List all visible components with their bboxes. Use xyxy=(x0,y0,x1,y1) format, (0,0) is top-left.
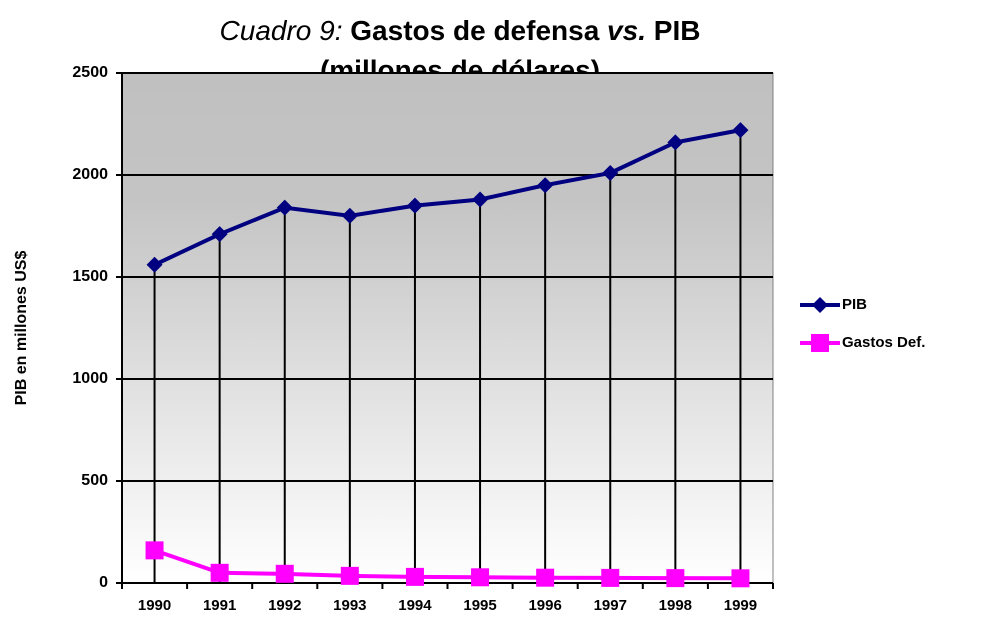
plot-area xyxy=(121,72,774,584)
y-tick-label: 500 xyxy=(81,472,108,489)
x-tick-label: 1995 xyxy=(463,597,496,614)
marker xyxy=(210,563,229,582)
marker xyxy=(731,569,750,588)
y-tick-label: 1500 xyxy=(72,268,108,285)
marker xyxy=(811,334,829,352)
marker xyxy=(340,566,359,585)
marker xyxy=(471,568,490,587)
marker xyxy=(211,226,228,243)
title-part: Gastos de defensa xyxy=(350,15,599,46)
y-tick-label: 0 xyxy=(99,574,108,591)
marker xyxy=(276,199,293,216)
marker xyxy=(812,297,828,313)
x-tick-label: 1996 xyxy=(528,597,561,614)
title-part: PIB xyxy=(654,15,701,46)
plot-layer: 0 500 1000 1500 2000 2500 1990 1991 1992 1993 1994… xyxy=(72,64,925,614)
marker xyxy=(406,197,423,214)
marker xyxy=(405,567,424,586)
x-tick-label: 1991 xyxy=(203,597,236,614)
x-tick-label: 1993 xyxy=(333,597,366,614)
marker xyxy=(275,564,294,583)
title-part: vs. xyxy=(607,15,646,46)
x-tick-label: 1992 xyxy=(268,597,301,614)
x-tick-label: 1994 xyxy=(398,597,432,614)
y-axis-label: PIB en millones US$ xyxy=(13,251,30,406)
marker xyxy=(537,177,554,194)
title-part: Cuadro 9: xyxy=(220,15,343,46)
x-tick-label: 1997 xyxy=(594,597,627,614)
legend-label: PIB xyxy=(842,296,867,313)
y-tick-label: 1000 xyxy=(72,370,108,387)
marker xyxy=(602,164,619,181)
y-tick-label: 2000 xyxy=(72,166,108,183)
marker xyxy=(667,134,684,151)
legend-label: Gastos Def. xyxy=(842,334,925,351)
marker xyxy=(666,569,685,588)
x-tick-label: 1998 xyxy=(659,597,692,614)
x-tick-label: 1999 xyxy=(724,597,757,614)
marker xyxy=(146,256,163,273)
series-line xyxy=(153,548,741,581)
x-tick-label: 1990 xyxy=(138,597,171,614)
marker xyxy=(732,122,749,139)
marker xyxy=(601,568,620,587)
chart-title: Cuadro 9: Gastos de defensa vs. PIB xyxy=(220,15,701,46)
series-line xyxy=(153,128,741,267)
marker xyxy=(341,207,358,224)
y-tick-label: 2500 xyxy=(72,64,108,81)
marker xyxy=(536,568,555,587)
marker xyxy=(472,191,489,208)
marker xyxy=(145,541,164,560)
